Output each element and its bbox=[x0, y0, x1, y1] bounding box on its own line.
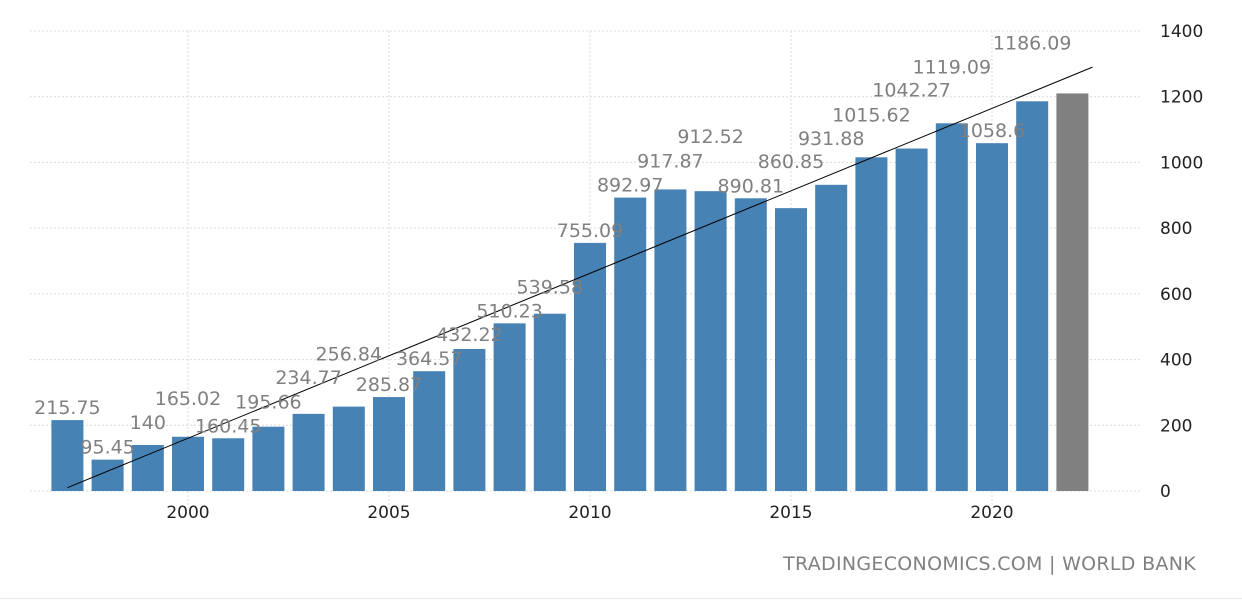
data-label: 1042.27 bbox=[872, 80, 951, 102]
data-label: 890.81 bbox=[718, 175, 784, 197]
bar bbox=[292, 413, 325, 491]
bar bbox=[373, 397, 405, 491]
x-tick-label: 2015 bbox=[769, 503, 812, 523]
data-label: 931.88 bbox=[798, 128, 864, 150]
bar bbox=[51, 420, 84, 491]
bar bbox=[453, 348, 486, 491]
data-label: 160.45 bbox=[195, 415, 261, 437]
y-tick-label: 200 bbox=[1160, 416, 1192, 436]
data-label: 195.66 bbox=[235, 392, 301, 414]
data-label: 755.09 bbox=[557, 220, 623, 242]
bar bbox=[574, 242, 606, 491]
data-label: 215.75 bbox=[34, 397, 100, 419]
bar bbox=[815, 184, 848, 491]
bar bbox=[734, 198, 767, 491]
source-credit: TRADINGECONOMICS.COM | WORLD BANK bbox=[783, 553, 1196, 575]
bar bbox=[413, 371, 446, 491]
data-label: 1015.62 bbox=[832, 104, 911, 126]
x-tick-label: 2020 bbox=[970, 503, 1013, 523]
y-tick-label: 1200 bbox=[1160, 88, 1203, 108]
data-label: 917.87 bbox=[637, 150, 703, 172]
bar bbox=[493, 323, 526, 491]
divider bbox=[0, 598, 1242, 599]
data-label: 234.77 bbox=[275, 367, 341, 389]
bar bbox=[654, 189, 687, 492]
bar bbox=[935, 123, 968, 491]
data-label: 892.97 bbox=[597, 175, 663, 197]
x-tick-label: 2000 bbox=[166, 503, 209, 523]
y-tick-label: 0 bbox=[1160, 482, 1171, 502]
y-tick-label: 1400 bbox=[1160, 22, 1203, 42]
bar bbox=[976, 143, 1008, 491]
data-label: 256.84 bbox=[316, 344, 382, 366]
bar bbox=[533, 313, 566, 491]
bar bbox=[332, 406, 365, 491]
data-label: 1058.6 bbox=[959, 120, 1025, 142]
data-label: 912.52 bbox=[677, 126, 743, 148]
bar bbox=[172, 436, 204, 491]
bar bbox=[212, 438, 245, 491]
trend-line bbox=[67, 66, 1093, 489]
y-tick-label: 600 bbox=[1160, 285, 1192, 305]
data-label: 285.87 bbox=[356, 374, 422, 396]
data-label: 510.23 bbox=[476, 300, 542, 322]
bar bbox=[614, 197, 647, 491]
bar bbox=[855, 157, 888, 492]
x-tick-label: 2005 bbox=[367, 503, 410, 523]
data-label: 1186.09 bbox=[993, 32, 1072, 54]
data-label: 140 bbox=[130, 412, 166, 434]
data-label: 860.85 bbox=[758, 151, 824, 173]
data-label: 432.22 bbox=[436, 324, 502, 346]
bar bbox=[131, 445, 164, 491]
forecast-bar bbox=[1056, 93, 1089, 491]
y-tick-label: 400 bbox=[1160, 351, 1192, 371]
bar bbox=[775, 208, 807, 491]
y-tick-label: 1000 bbox=[1160, 153, 1203, 173]
data-label: 364.57 bbox=[396, 348, 462, 370]
bar bbox=[895, 148, 928, 491]
data-label: 95.45 bbox=[80, 437, 134, 459]
y-tick-label: 800 bbox=[1160, 219, 1192, 239]
data-label: 1119.09 bbox=[913, 56, 992, 78]
data-label: 165.02 bbox=[155, 388, 221, 410]
data-label: 539.58 bbox=[517, 277, 583, 299]
bar bbox=[1016, 101, 1049, 491]
bar bbox=[252, 426, 285, 491]
bar bbox=[694, 191, 727, 491]
x-tick-label: 2010 bbox=[568, 503, 611, 523]
